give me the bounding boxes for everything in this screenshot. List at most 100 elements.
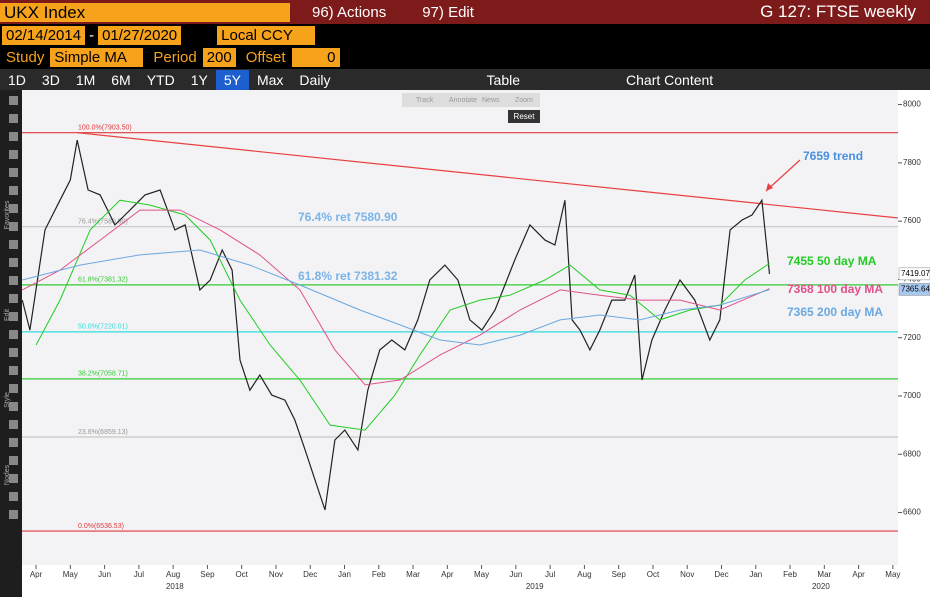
chart: Reset Favorites Edit Style Nodes Track Annota… <box>0 90 930 597</box>
tool-icon <box>9 150 18 159</box>
tool-icon <box>9 276 18 285</box>
frequency[interactable]: Daily <box>299 71 331 88</box>
range-bar: 1D 3D 1M 6M YTD 1Y 5Y Max Daily Table Chart Con… <box>0 69 930 90</box>
fib-label: 0.0%(6536.53) <box>78 523 124 530</box>
x-tick-label: Nov <box>269 570 283 579</box>
annotation: 7659 trend <box>803 149 863 163</box>
price-tag-label: 7419.07 <box>901 269 930 278</box>
end-date[interactable]: 01/27/2020 <box>98 25 182 45</box>
title-bar: UKX Index 96) Actions 97) Edit G 127: FT… <box>0 0 930 24</box>
tool-icon <box>9 258 18 267</box>
offset-field[interactable]: 0 <box>291 48 340 67</box>
study-label: Study <box>6 49 45 66</box>
x-tick-label: Jan <box>749 570 762 579</box>
x-tick-label: Nov <box>680 570 694 579</box>
tool-icon <box>9 330 18 339</box>
x-tick-label: Aug <box>166 570 180 579</box>
tool-icon <box>9 240 18 249</box>
tool-icon <box>9 132 18 141</box>
mini-tool: News <box>482 97 500 104</box>
x-tick-label: Jun <box>509 570 522 579</box>
x-tick-label: Mar <box>817 570 831 579</box>
y-tick-label: 6800 <box>903 449 921 458</box>
range-button[interactable]: 5Y <box>215 69 249 90</box>
x-tick-label: Jul <box>134 570 144 579</box>
fib-label: 50.0%(7220.01) <box>78 324 128 331</box>
range-button[interactable]: 3D <box>41 71 60 88</box>
y-tick-label: 7200 <box>903 333 921 342</box>
edit-menu[interactable]: 97) Edit <box>422 3 474 21</box>
annotation-arrow <box>765 159 801 192</box>
window-title: G 127: FTSE weekly <box>760 2 916 21</box>
study-bar: Study Simple MA Period 200 Offset 0 <box>0 46 930 69</box>
x-tick-label: Feb <box>783 570 797 579</box>
range-button[interactable]: 1Y <box>190 71 208 88</box>
fib-label: 61.8%(7381.32) <box>78 277 128 284</box>
y-tick-label: 7800 <box>903 158 921 167</box>
y-tick-label: 6600 <box>903 508 921 517</box>
x-tick-label: Oct <box>647 570 660 579</box>
x-tick-label: May <box>885 570 900 579</box>
range-button[interactable]: 6M <box>111 71 131 88</box>
range-button[interactable]: YTD <box>146 71 175 88</box>
fib-label: 100.0%(7903.50) <box>78 125 132 132</box>
tool-icon <box>9 114 18 123</box>
plot-area <box>22 90 898 565</box>
tool-icon <box>9 420 18 429</box>
range-button[interactable]: 1M <box>75 71 96 88</box>
x-tick-label: Sep <box>200 570 215 579</box>
annotation: 7365 200 day MA <box>787 305 883 319</box>
year-label: 2019 <box>526 582 544 591</box>
period-label: Period <box>153 49 197 66</box>
x-tick-label: Oct <box>235 570 248 579</box>
x-tick-label: May <box>474 570 489 579</box>
mini-tool: Track <box>416 97 434 104</box>
x-tick-label: Apr <box>30 570 43 579</box>
x-tick-label: Dec <box>303 570 317 579</box>
currency[interactable]: Local CCY <box>217 25 316 45</box>
study-field[interactable]: Simple MA <box>50 48 144 67</box>
x-tick-label: May <box>63 570 78 579</box>
moving-average <box>22 209 770 386</box>
tool-icon <box>9 384 18 393</box>
security-field[interactable]: UKX Index <box>0 2 290 22</box>
range-button[interactable]: 1D <box>8 71 26 88</box>
reset-button[interactable]: Reset <box>514 112 536 121</box>
y-axis-area <box>898 90 930 597</box>
year-label: 2018 <box>166 582 184 591</box>
mini-toolbar <box>402 93 540 107</box>
chart-content[interactable]: Chart Content <box>626 71 714 88</box>
tool-icon <box>9 456 18 465</box>
reset-button-bg <box>508 110 540 123</box>
x-tick-label: Apr <box>441 570 454 579</box>
start-date[interactable]: 02/14/2014 <box>2 25 86 45</box>
mini-tool: Zoom <box>515 97 533 104</box>
tool-icon <box>9 348 18 357</box>
mini-tool: Annotate <box>449 97 477 104</box>
tool-icon <box>9 222 18 231</box>
menu: 96) Actions 97) Edit <box>294 4 519 21</box>
table-button[interactable]: Table <box>486 71 521 88</box>
tool-icon <box>9 438 18 447</box>
x-tick-label: Mar <box>406 570 420 579</box>
annotation: 76.4% ret 7580.90 <box>298 210 398 224</box>
range-button[interactable]: Max <box>256 71 284 88</box>
tool-icon <box>9 186 18 195</box>
actions-menu[interactable]: 96) Actions <box>312 3 387 21</box>
x-tick-label: Dec <box>714 570 728 579</box>
tool-icon <box>9 204 18 213</box>
x-tick-label: Jul <box>545 570 555 579</box>
x-tick-label: Feb <box>372 570 386 579</box>
tool-icon <box>9 510 18 519</box>
fib-label: 38.2%(7058.71) <box>78 371 128 378</box>
price-tag <box>898 283 930 296</box>
x-tick-label: Jun <box>98 570 111 579</box>
tool-icon <box>9 492 18 501</box>
side-toolbar <box>0 90 22 597</box>
period-field[interactable]: 200 <box>202 48 236 67</box>
offset-label: Offset <box>245 49 286 66</box>
price-tag-label: 7365.64 <box>901 285 930 294</box>
x-tick-label: Jan <box>338 570 351 579</box>
y-tick-label: 7000 <box>903 391 921 400</box>
